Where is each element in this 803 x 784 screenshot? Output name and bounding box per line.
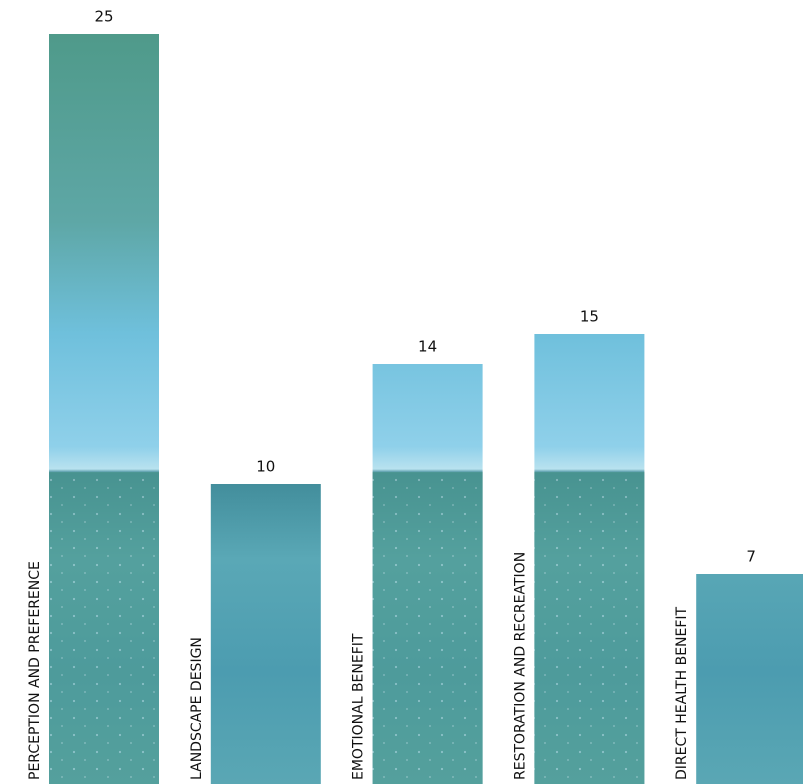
value-label: 10 [256, 458, 275, 476]
value-label: 25 [94, 8, 113, 26]
category-label: PERCEPTION AND PREFERENCE [27, 561, 43, 780]
bar-water [534, 472, 645, 784]
category-label: EMOTIONAL BENEFIT [351, 633, 367, 780]
category-label: RESTORATION AND RECREATION [512, 552, 528, 780]
value-label: 7 [746, 548, 756, 566]
bar [696, 574, 803, 784]
value-label: 14 [418, 338, 437, 356]
bar-water [49, 472, 159, 784]
category-label: LANDSCAPE DESIGN [189, 637, 205, 780]
bar-water [372, 472, 483, 784]
category-label: DIRECT HEALTH BENEFIT [674, 606, 690, 780]
bar [210, 484, 321, 784]
value-label: 15 [580, 308, 599, 326]
